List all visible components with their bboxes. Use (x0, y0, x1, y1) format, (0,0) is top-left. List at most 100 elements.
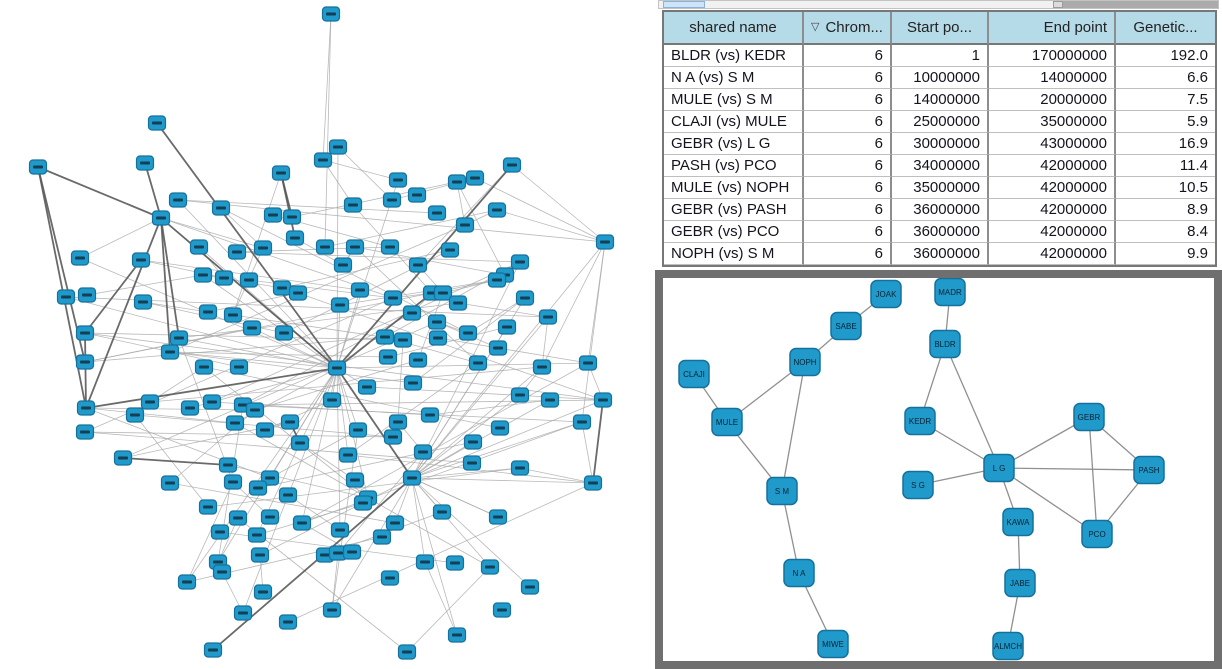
column-header-genetic[interactable]: Genetic... (1116, 12, 1215, 45)
overview-node-n-a[interactable]: N A (783, 558, 815, 588)
table-cell[interactable]: 7.5 (1116, 89, 1215, 111)
table-row[interactable]: BLDR (vs) KEDR 6 1 170000000 192.0 (664, 45, 1215, 67)
table-cell[interactable]: 192.0 (1116, 45, 1215, 67)
table-cell[interactable]: 25000000 (892, 111, 989, 133)
column-header-startpo[interactable]: Start po... (892, 12, 989, 45)
overview-node-shape[interactable] (1004, 568, 1036, 598)
overview-node-shape[interactable] (766, 476, 798, 506)
overview-network-canvas[interactable]: JOAK SABE NOPH CLAJI MULE S M N A MIWE MADR BLDR K… (663, 278, 1214, 661)
overview-node-joak[interactable]: JOAK (870, 279, 902, 309)
overview-node-shape[interactable] (1002, 507, 1034, 537)
table-cell[interactable]: N A (vs) S M (664, 67, 804, 89)
table-cell[interactable]: 6 (804, 155, 892, 177)
main-network-canvas[interactable] (0, 0, 655, 669)
table-row[interactable]: PASH (vs) PCO 6 34000000 42000000 11.4 (664, 155, 1215, 177)
table-cell[interactable]: 8.4 (1116, 221, 1215, 243)
table-cell[interactable]: 20000000 (989, 89, 1116, 111)
table-cell[interactable]: MULE (vs) NOPH (664, 177, 804, 199)
overview-node-claji[interactable]: CLAJI (678, 359, 710, 389)
table-cell[interactable]: 34000000 (892, 155, 989, 177)
table-cell[interactable]: 6 (804, 133, 892, 155)
overview-node-shape[interactable] (789, 347, 821, 377)
overview-node-s-m[interactable]: S M (766, 476, 798, 506)
table-cell[interactable]: 11.4 (1116, 155, 1215, 177)
table-cell[interactable]: 6 (804, 243, 892, 265)
overview-node-shape[interactable] (1081, 519, 1113, 549)
overview-node-shape[interactable] (934, 278, 966, 307)
overview-node-gebr[interactable]: GEBR (1073, 402, 1105, 432)
overview-node-shape[interactable] (830, 311, 862, 341)
table-cell[interactable]: 6 (804, 67, 892, 89)
table-cell[interactable]: 6 (804, 111, 892, 133)
table-row[interactable]: MULE (vs) S M 6 14000000 20000000 7.5 (664, 89, 1215, 111)
overview-node-shape[interactable] (817, 629, 849, 659)
overview-node-shape[interactable] (870, 279, 902, 309)
overview-node-shape[interactable] (1073, 402, 1105, 432)
table-cell[interactable]: 42000000 (989, 155, 1116, 177)
column-header-chrom[interactable]: ▽ Chrom... (804, 12, 892, 45)
overview-node-bldr[interactable]: BLDR (929, 329, 961, 359)
table-cell[interactable]: PASH (vs) PCO (664, 155, 804, 177)
overview-node-sabe[interactable]: SABE (830, 311, 862, 341)
table-cell[interactable]: BLDR (vs) KEDR (664, 45, 804, 67)
scrollbar-thumb[interactable] (663, 1, 705, 8)
overview-node-shape[interactable] (992, 631, 1024, 661)
table-cell[interactable]: 36000000 (892, 243, 989, 265)
table-cell[interactable]: CLAJI (vs) MULE (664, 111, 804, 133)
overview-node-shape[interactable] (1133, 455, 1165, 485)
table-cell[interactable]: MULE (vs) S M (664, 89, 804, 111)
overview-node-s-g[interactable]: S G (902, 470, 934, 500)
overview-node-mule[interactable]: MULE (711, 407, 743, 437)
table-cell[interactable]: 43000000 (989, 133, 1116, 155)
overview-node-shape[interactable] (983, 453, 1015, 483)
table-cell[interactable]: 6 (804, 177, 892, 199)
overview-node-kedr[interactable]: KEDR (904, 406, 936, 436)
table-row[interactable]: NOPH (vs) S M 6 36000000 42000000 9.9 (664, 243, 1215, 265)
table-cell[interactable]: 6 (804, 89, 892, 111)
table-cell[interactable]: 42000000 (989, 221, 1116, 243)
table-cell[interactable]: 35000000 (989, 111, 1116, 133)
table-row[interactable]: GEBR (vs) PCO 6 36000000 42000000 8.4 (664, 221, 1215, 243)
table-cell[interactable]: GEBR (vs) PCO (664, 221, 804, 243)
overview-node-noph[interactable]: NOPH (789, 347, 821, 377)
table-cell[interactable]: 36000000 (892, 221, 989, 243)
overview-node-pash[interactable]: PASH (1133, 455, 1165, 485)
filter-icon[interactable]: ▽ (811, 21, 820, 33)
table-cell[interactable]: 14000000 (989, 67, 1116, 89)
table-cell[interactable]: 5.9 (1116, 111, 1215, 133)
overview-node-jabe[interactable]: JABE (1004, 568, 1036, 598)
table-cell[interactable]: 6 (804, 221, 892, 243)
overview-node-madr[interactable]: MADR (934, 278, 966, 307)
table-row[interactable]: CLAJI (vs) MULE 6 25000000 35000000 5.9 (664, 111, 1215, 133)
column-header-endpoint[interactable]: End point (989, 12, 1116, 45)
overview-node-miwe[interactable]: MIWE (817, 629, 849, 659)
table-cell[interactable]: GEBR (vs) PASH (664, 199, 804, 221)
table-cell[interactable]: GEBR (vs) L G (664, 133, 804, 155)
overview-node-shape[interactable] (904, 406, 936, 436)
overview-node-shape[interactable] (902, 470, 934, 500)
table-row[interactable]: GEBR (vs) PASH 6 36000000 42000000 8.9 (664, 199, 1215, 221)
table-cell[interactable]: 16.9 (1116, 133, 1215, 155)
overview-node-shape[interactable] (678, 359, 710, 389)
overview-node-almch[interactable]: ALMCH (992, 631, 1024, 661)
column-header-sharedname[interactable]: shared name (664, 12, 804, 45)
table-cell[interactable]: 35000000 (892, 177, 989, 199)
table-cell[interactable]: 14000000 (892, 89, 989, 111)
table-cell[interactable]: 30000000 (892, 133, 989, 155)
table-row[interactable]: GEBR (vs) L G 6 30000000 43000000 16.9 (664, 133, 1215, 155)
table-cell[interactable]: 42000000 (989, 243, 1116, 265)
table-cell[interactable]: 1 (892, 45, 989, 67)
table-cell[interactable]: 42000000 (989, 177, 1116, 199)
overview-node-kawa[interactable]: KAWA (1002, 507, 1034, 537)
table-cell[interactable]: 36000000 (892, 199, 989, 221)
table-cell[interactable]: 9.9 (1116, 243, 1215, 265)
table-horizontal-scrollbar[interactable] (658, 0, 1219, 9)
overview-node-pco[interactable]: PCO (1081, 519, 1113, 549)
table-row[interactable]: N A (vs) S M 6 10000000 14000000 6.6 (664, 67, 1215, 89)
table-cell[interactable]: 10.5 (1116, 177, 1215, 199)
overview-node-l-g[interactable]: L G (983, 453, 1015, 483)
overview-node-shape[interactable] (929, 329, 961, 359)
table-cell[interactable]: 6 (804, 45, 892, 67)
table-cell[interactable]: 170000000 (989, 45, 1116, 67)
table-cell[interactable]: NOPH (vs) S M (664, 243, 804, 265)
